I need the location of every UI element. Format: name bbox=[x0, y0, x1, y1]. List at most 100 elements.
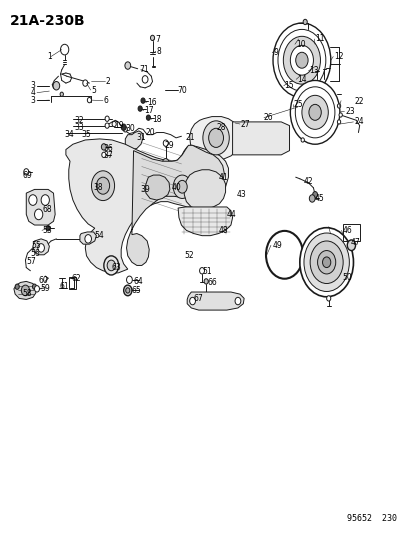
Circle shape bbox=[85, 235, 91, 243]
Circle shape bbox=[126, 288, 130, 293]
Circle shape bbox=[290, 45, 313, 75]
Text: 38: 38 bbox=[93, 183, 103, 192]
Text: 67: 67 bbox=[193, 294, 203, 303]
Text: 20: 20 bbox=[145, 128, 155, 137]
Circle shape bbox=[123, 127, 127, 132]
Text: 9: 9 bbox=[272, 49, 277, 57]
Polygon shape bbox=[33, 239, 49, 255]
Text: 37: 37 bbox=[103, 151, 112, 160]
Circle shape bbox=[162, 159, 169, 167]
Text: 31: 31 bbox=[137, 133, 146, 142]
Circle shape bbox=[125, 62, 131, 69]
Circle shape bbox=[326, 296, 330, 301]
Polygon shape bbox=[184, 169, 225, 209]
Text: 47: 47 bbox=[350, 238, 359, 247]
Circle shape bbox=[301, 95, 328, 130]
Circle shape bbox=[107, 260, 115, 271]
Circle shape bbox=[141, 98, 145, 103]
Circle shape bbox=[204, 279, 208, 284]
Polygon shape bbox=[26, 189, 55, 225]
Text: 64: 64 bbox=[133, 277, 143, 286]
Circle shape bbox=[277, 29, 325, 91]
Text: 15: 15 bbox=[284, 81, 294, 90]
Circle shape bbox=[303, 233, 349, 292]
Circle shape bbox=[322, 257, 330, 268]
Text: 34: 34 bbox=[64, 130, 74, 139]
Text: 39: 39 bbox=[140, 185, 150, 194]
Text: 46: 46 bbox=[342, 226, 351, 235]
Circle shape bbox=[112, 122, 116, 127]
Polygon shape bbox=[187, 292, 244, 310]
Polygon shape bbox=[189, 117, 242, 160]
Text: 6: 6 bbox=[104, 96, 109, 105]
Circle shape bbox=[104, 256, 119, 275]
Text: 69: 69 bbox=[22, 171, 32, 180]
Circle shape bbox=[121, 124, 126, 131]
Circle shape bbox=[309, 241, 342, 284]
Text: 50: 50 bbox=[342, 273, 351, 281]
Text: 21: 21 bbox=[185, 133, 195, 142]
Circle shape bbox=[295, 52, 307, 68]
Circle shape bbox=[15, 284, 19, 289]
Circle shape bbox=[138, 106, 142, 111]
Circle shape bbox=[53, 82, 59, 90]
Circle shape bbox=[208, 128, 223, 148]
Circle shape bbox=[34, 286, 39, 292]
Text: 28: 28 bbox=[216, 123, 225, 132]
Circle shape bbox=[83, 80, 88, 86]
Circle shape bbox=[21, 285, 29, 296]
Circle shape bbox=[28, 195, 37, 205]
Circle shape bbox=[337, 120, 340, 124]
Text: 35: 35 bbox=[81, 130, 91, 139]
Text: 56: 56 bbox=[30, 249, 40, 258]
Text: 53: 53 bbox=[43, 226, 52, 235]
Polygon shape bbox=[178, 207, 232, 236]
Text: 58: 58 bbox=[22, 288, 32, 297]
Text: 62: 62 bbox=[71, 273, 81, 282]
Text: 27: 27 bbox=[240, 119, 250, 128]
Circle shape bbox=[347, 240, 355, 251]
Text: 5: 5 bbox=[91, 85, 96, 94]
Circle shape bbox=[302, 19, 306, 25]
Text: 19: 19 bbox=[114, 121, 123, 130]
Text: 7: 7 bbox=[155, 35, 160, 44]
Circle shape bbox=[126, 276, 132, 284]
Circle shape bbox=[32, 284, 36, 289]
Circle shape bbox=[41, 195, 49, 205]
Circle shape bbox=[235, 297, 240, 305]
Circle shape bbox=[337, 104, 340, 108]
Polygon shape bbox=[125, 131, 143, 150]
Circle shape bbox=[24, 168, 28, 175]
Circle shape bbox=[282, 36, 320, 84]
Text: 26: 26 bbox=[263, 113, 273, 122]
Circle shape bbox=[142, 76, 147, 83]
Text: 3: 3 bbox=[31, 81, 36, 90]
Circle shape bbox=[60, 92, 63, 96]
Polygon shape bbox=[66, 139, 228, 273]
Circle shape bbox=[91, 171, 114, 200]
Text: 32: 32 bbox=[74, 116, 83, 125]
Text: 21A-230B: 21A-230B bbox=[10, 14, 85, 28]
Circle shape bbox=[38, 244, 44, 252]
Circle shape bbox=[87, 98, 91, 103]
Circle shape bbox=[272, 23, 330, 98]
Text: 42: 42 bbox=[303, 177, 313, 186]
Circle shape bbox=[173, 175, 191, 198]
Text: 3: 3 bbox=[31, 96, 36, 105]
Text: 44: 44 bbox=[226, 210, 236, 219]
Text: 40: 40 bbox=[171, 183, 181, 192]
Text: 30: 30 bbox=[125, 124, 135, 133]
Text: 52: 52 bbox=[184, 252, 193, 260]
Circle shape bbox=[308, 104, 320, 120]
Text: 70: 70 bbox=[177, 85, 187, 94]
Text: 41: 41 bbox=[218, 173, 228, 182]
Circle shape bbox=[96, 177, 109, 194]
Circle shape bbox=[163, 140, 168, 147]
Circle shape bbox=[294, 87, 334, 138]
Text: 33: 33 bbox=[74, 123, 84, 132]
Text: 48: 48 bbox=[218, 226, 228, 235]
Text: 13: 13 bbox=[309, 67, 318, 75]
Circle shape bbox=[312, 191, 317, 198]
Circle shape bbox=[177, 180, 187, 193]
Text: 16: 16 bbox=[147, 98, 157, 107]
